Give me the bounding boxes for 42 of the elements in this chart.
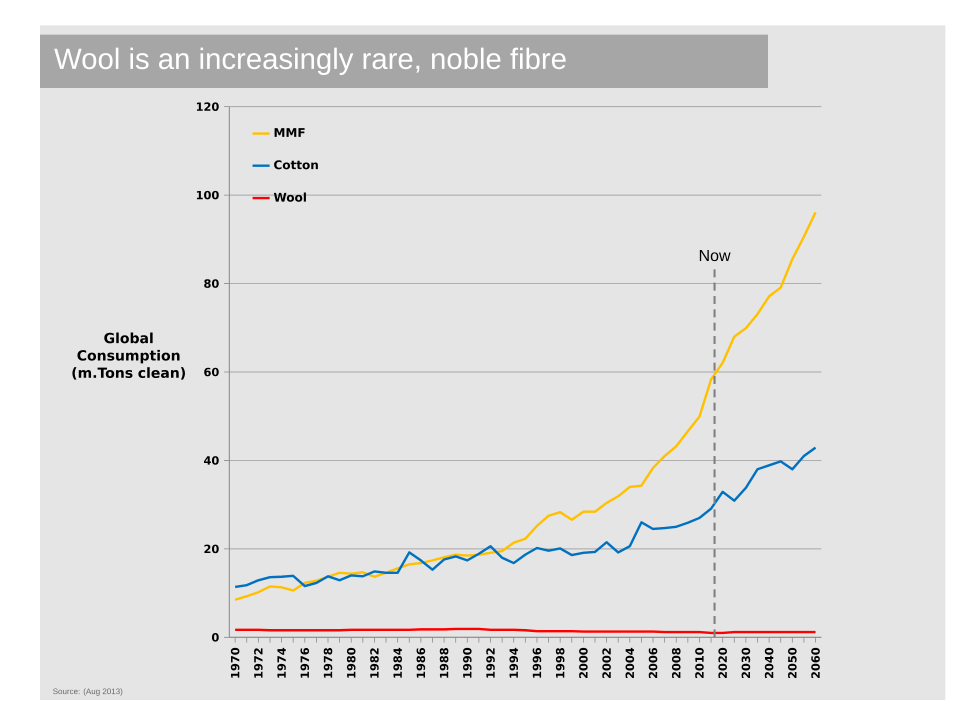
x-tick-label: 2002 xyxy=(602,648,611,678)
y-axis-title: Global Consumption (m.Tons clean) xyxy=(72,332,185,380)
x-tick-label: 1970 xyxy=(230,648,240,678)
x-tick-label: 2000 xyxy=(579,648,588,678)
x-tick-label: 1976 xyxy=(300,648,310,678)
x-tick-label: 2040 xyxy=(764,648,774,678)
legend-label: Cotton xyxy=(274,160,318,170)
legend-label: Wool xyxy=(274,192,306,202)
x-tick-label: 2030 xyxy=(742,648,750,678)
x-tick-label: 1988 xyxy=(440,648,448,678)
annotation: Now xyxy=(700,250,731,262)
x-tick-label: 1992 xyxy=(486,648,495,678)
x-tick-label: 2004 xyxy=(626,648,634,678)
x-tick-label: 2050 xyxy=(788,648,797,678)
legend-label: MMF xyxy=(274,128,305,137)
y-tick-label: 20 xyxy=(204,544,219,554)
x-tick-label: 2008 xyxy=(672,648,681,678)
line-series xyxy=(234,446,817,588)
y-tick-label: 120 xyxy=(196,102,219,111)
source-note: Source: (Aug 2013) xyxy=(53,688,122,696)
x-tick-label: 1994 xyxy=(509,648,518,678)
x-tick-label: 1974 xyxy=(277,648,286,678)
y-tick-label: 60 xyxy=(204,368,219,376)
x-tick-label: 1986 xyxy=(416,648,426,678)
x-tick-label: 1972 xyxy=(254,648,263,678)
x-tick-label: 1978 xyxy=(324,648,332,678)
x-tick-label: 2020 xyxy=(718,648,727,678)
y-tick-label: 80 xyxy=(204,279,219,288)
chart-title: Wool is an increasingly rare, noble fibre xyxy=(54,48,566,75)
x-tick-label: 1980 xyxy=(346,648,356,678)
x-tick-label: 1996 xyxy=(532,648,542,678)
x-tick-label: 2006 xyxy=(648,648,658,678)
y-tick-label: 100 xyxy=(196,190,219,200)
y-tick-label: 0 xyxy=(212,633,219,642)
y-tick-label: 40 xyxy=(204,456,219,465)
x-tick-label: 2010 xyxy=(695,648,704,678)
x-tick-label: 1982 xyxy=(370,648,379,678)
x-tick-label: 1990 xyxy=(463,648,472,678)
line-series xyxy=(234,211,817,601)
x-tick-label: 1984 xyxy=(393,648,402,678)
x-tick-label: 2060 xyxy=(811,648,820,678)
x-tick-label: 1998 xyxy=(556,648,564,678)
